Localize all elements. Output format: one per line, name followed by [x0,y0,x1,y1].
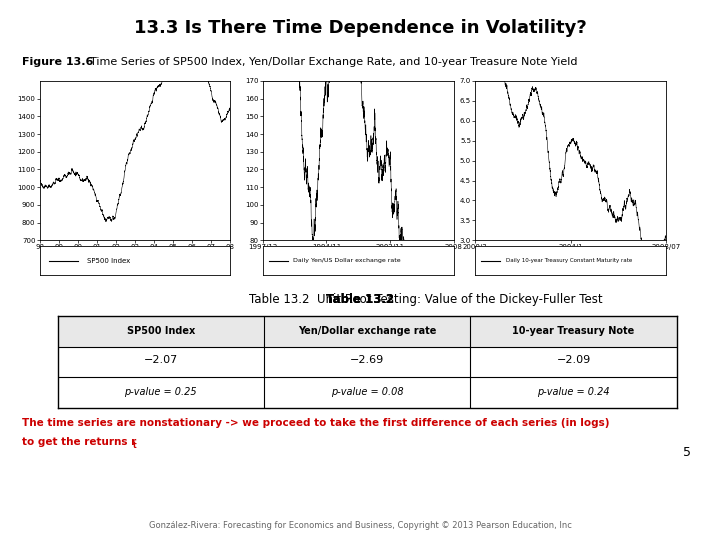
Text: SP500 Index: SP500 Index [87,258,130,264]
Text: −2.69: −2.69 [350,355,384,365]
Text: Table 13.2: Table 13.2 [326,293,394,306]
Text: González-Rivera: Forecasting for Economics and Business, Copyright © 2013 Pearso: González-Rivera: Forecasting for Economi… [148,521,572,530]
Text: p-value = 0.24: p-value = 0.24 [537,387,610,397]
Text: Yen/Dollar exchange rate: Yen/Dollar exchange rate [298,326,436,336]
Text: −2.07: −2.07 [144,355,178,365]
Text: p-value = 0.08: p-value = 0.08 [331,387,403,397]
Text: 5: 5 [683,446,691,458]
Text: 10-year Treasury Note: 10-year Treasury Note [513,326,635,336]
Text: SP500 Index: SP500 Index [127,326,195,336]
Bar [58,316,677,347]
Text: Table 13.2  Unit Root Testing: Value of the Dickey-Fuller Test: Table 13.2 Unit Root Testing: Value of t… [249,293,603,306]
Text: Daily Yen/US Dollar exchange rate: Daily Yen/US Dollar exchange rate [293,258,401,263]
Text: Time Series of SP500 Index, Yen/Dollar Exchange Rate, and 10-year Treasure Note : Time Series of SP500 Index, Yen/Dollar E… [83,57,577,67]
Text: 13.3 Is There Time Dependence in Volatility?: 13.3 Is There Time Dependence in Volatil… [134,19,586,37]
Text: −2.09: −2.09 [557,355,590,365]
Text: Figure 13.6: Figure 13.6 [22,57,93,67]
Text: p-value = 0.25: p-value = 0.25 [125,387,197,397]
Text: The time series are nonstationary -> we proceed to take the first difference of : The time series are nonstationary -> we … [22,418,609,429]
Text: Daily 10-year Treasury Constant Maturity rate: Daily 10-year Treasury Constant Maturity… [505,258,632,263]
Text: t: t [133,441,137,450]
Text: to get the returns r: to get the returns r [22,437,136,448]
Text: Table 13.2: Table 13.2 [326,293,394,306]
